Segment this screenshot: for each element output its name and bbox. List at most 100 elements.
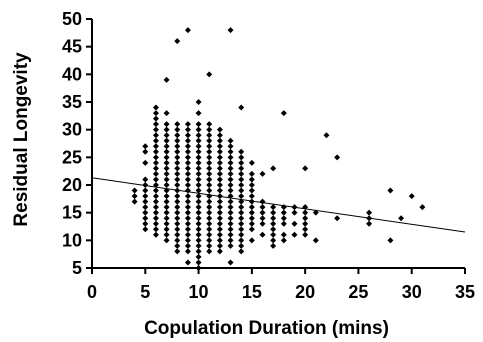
data-point — [259, 170, 266, 177]
y-tick-label: 35 — [62, 92, 82, 112]
data-point — [163, 193, 170, 200]
data-point — [238, 187, 245, 194]
data-point — [195, 231, 202, 238]
data-point — [206, 182, 213, 188]
data-point — [184, 193, 191, 200]
data-point — [419, 204, 426, 211]
data-point — [270, 220, 277, 227]
data-point — [174, 182, 181, 188]
data-point — [206, 242, 213, 249]
data-point — [206, 187, 213, 194]
data-point — [163, 159, 170, 166]
y-tick-label: 40 — [62, 64, 82, 84]
data-point — [163, 76, 170, 83]
data-point — [195, 143, 202, 150]
data-point — [248, 215, 255, 222]
data-point — [184, 237, 191, 244]
data-point — [152, 159, 159, 166]
data-point — [174, 193, 181, 200]
data-point — [238, 204, 245, 211]
data-point — [174, 204, 181, 211]
data-point — [195, 248, 202, 255]
data-point — [270, 231, 277, 238]
data-point — [131, 187, 138, 194]
data-point — [174, 170, 181, 177]
data-point — [195, 176, 202, 183]
data-point — [195, 204, 202, 211]
data-point — [206, 170, 213, 177]
data-point — [163, 154, 170, 161]
data-point — [142, 193, 149, 200]
data-point — [174, 198, 181, 205]
data-point — [152, 215, 159, 222]
data-point — [184, 159, 191, 166]
data-point — [184, 143, 191, 150]
data-point — [184, 27, 191, 34]
data-point — [152, 187, 159, 194]
data-point — [152, 143, 159, 150]
data-point — [227, 165, 234, 172]
data-point — [206, 204, 213, 211]
data-point — [195, 148, 202, 155]
data-point — [195, 110, 202, 117]
data-point — [334, 154, 341, 161]
data-point — [312, 237, 319, 244]
data-point — [248, 209, 255, 216]
y-tick-label: 5 — [72, 258, 82, 278]
data-point — [206, 237, 213, 244]
data-point — [152, 115, 159, 122]
data-point — [195, 209, 202, 216]
data-point — [280, 110, 287, 117]
data-point — [174, 137, 181, 144]
data-point — [142, 148, 149, 155]
data-point — [195, 253, 202, 260]
data-point — [227, 237, 234, 244]
data-point — [238, 248, 245, 255]
data-point — [195, 220, 202, 227]
data-point — [227, 209, 234, 216]
x-tick-label: 5 — [140, 282, 150, 302]
data-point — [195, 121, 202, 128]
data-point — [227, 220, 234, 227]
x-tick-label: 20 — [295, 282, 315, 302]
data-point — [152, 198, 159, 205]
data-point — [248, 204, 255, 211]
data-point — [216, 248, 223, 255]
data-point — [259, 220, 266, 227]
data-point — [142, 215, 149, 222]
data-point — [163, 237, 170, 244]
data-point — [195, 170, 202, 177]
data-point — [227, 27, 234, 34]
x-tick-label: 30 — [402, 282, 422, 302]
axes — [91, 19, 465, 269]
data-point — [184, 170, 191, 177]
data-point — [163, 204, 170, 211]
data-point — [238, 154, 245, 161]
data-point — [387, 187, 394, 194]
data-point — [366, 220, 373, 227]
data-point — [195, 237, 202, 244]
data-point — [174, 126, 181, 133]
data-point — [184, 148, 191, 155]
data-point — [195, 159, 202, 166]
data-point — [323, 132, 330, 139]
data-point — [152, 231, 159, 238]
data-point — [163, 137, 170, 144]
data-point — [216, 143, 223, 150]
data-point — [184, 132, 191, 139]
data-point — [216, 132, 223, 139]
data-point — [216, 231, 223, 238]
data-point — [195, 198, 202, 205]
data-point — [184, 126, 191, 133]
data-point — [248, 170, 255, 177]
data-point — [206, 126, 213, 133]
data-point — [184, 176, 191, 183]
y-axis-title: Residual Longevity — [11, 52, 32, 227]
data-point — [216, 182, 223, 188]
data-point — [184, 204, 191, 211]
data-point — [152, 176, 159, 183]
data-point — [216, 159, 223, 166]
data-point — [238, 170, 245, 177]
data-point — [216, 170, 223, 177]
